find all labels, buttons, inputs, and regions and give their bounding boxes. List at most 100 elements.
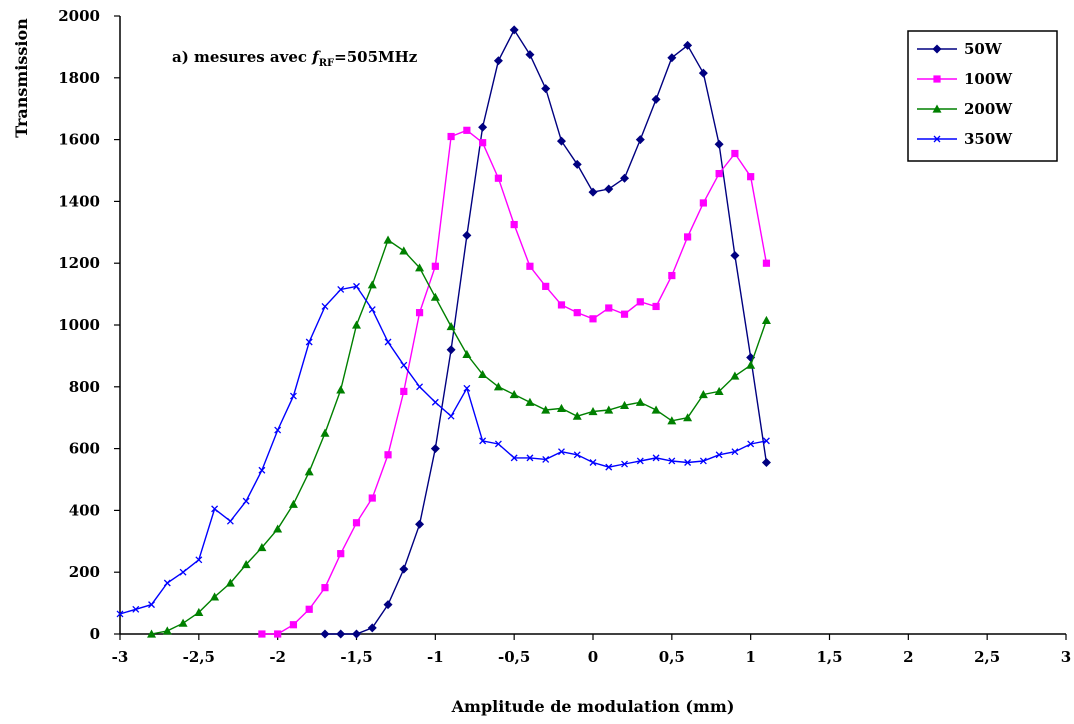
data-point <box>336 385 346 394</box>
y-tick-label: 1800 <box>58 69 100 87</box>
data-point <box>683 413 693 422</box>
data-point <box>194 607 204 616</box>
data-point <box>195 556 203 564</box>
data-point <box>479 139 487 147</box>
data-point <box>621 460 628 468</box>
data-point <box>258 466 266 474</box>
data-point <box>510 220 518 229</box>
data-point <box>932 44 942 54</box>
data-point <box>604 405 614 414</box>
x-tick-label: 0 <box>588 648 598 666</box>
data-point <box>572 411 582 420</box>
data-point <box>573 309 581 317</box>
series-350w <box>116 282 770 618</box>
data-point <box>684 459 692 466</box>
data-point <box>604 184 614 194</box>
data-point <box>446 322 456 331</box>
data-point <box>542 455 550 463</box>
data-point <box>163 579 171 587</box>
data-point <box>288 499 298 508</box>
data-point <box>588 407 598 416</box>
x-tick-label: 2,5 <box>974 648 1000 666</box>
data-point <box>493 56 503 66</box>
data-point <box>274 426 282 434</box>
data-point <box>479 437 487 445</box>
data-point <box>746 360 756 369</box>
data-point <box>242 497 250 505</box>
data-point <box>463 126 471 134</box>
series-line <box>325 28 768 635</box>
x-tick-label: 1,5 <box>816 648 842 666</box>
data-point <box>715 451 723 459</box>
data-point <box>462 349 472 358</box>
series-layer <box>116 25 771 639</box>
series-line <box>261 129 768 635</box>
y-tick-label: 0 <box>90 625 100 643</box>
legend-label: 350W <box>964 130 1013 148</box>
data-point <box>525 397 535 406</box>
data-point <box>289 621 298 629</box>
y-tick-label: 600 <box>69 440 100 458</box>
legend-label: 200W <box>964 100 1013 118</box>
y-tick-label: 1400 <box>58 192 100 210</box>
data-point <box>367 280 377 289</box>
data-point <box>415 263 425 272</box>
data-point <box>699 199 707 207</box>
data-point <box>336 629 346 639</box>
data-point <box>304 467 314 476</box>
data-point <box>558 448 565 456</box>
data-point <box>368 494 376 502</box>
x-axis-title: Amplitude de modulation (mm) <box>451 697 735 716</box>
y-tick-label: 400 <box>69 501 100 519</box>
data-point <box>635 135 645 145</box>
data-point <box>162 626 172 635</box>
data-point <box>415 309 424 317</box>
data-point <box>747 173 755 181</box>
data-point <box>933 135 941 143</box>
data-point <box>573 451 581 459</box>
data-point <box>446 345 456 355</box>
data-point <box>462 230 472 240</box>
data-point <box>636 298 644 306</box>
data-point <box>352 320 361 329</box>
x-tick-label: -2,5 <box>183 648 215 666</box>
data-point <box>320 629 330 639</box>
data-point <box>321 303 329 310</box>
x-tick-label: 2 <box>903 648 913 666</box>
data-point <box>762 259 771 267</box>
data-point <box>541 405 551 414</box>
data-point <box>605 304 613 312</box>
data-point <box>257 542 267 552</box>
data-point <box>635 397 645 406</box>
data-point <box>399 246 409 255</box>
x-tick-label: -2 <box>269 648 286 666</box>
data-point <box>431 262 439 270</box>
data-point <box>399 564 409 574</box>
data-point <box>383 235 393 244</box>
data-point <box>210 592 220 601</box>
y-axis: 0 200 400 600 800 1000 1200 1400 1600 1800 2000 <box>58 7 120 643</box>
data-point <box>352 629 361 639</box>
data-point <box>667 416 677 425</box>
data-point <box>509 25 519 35</box>
data-point <box>683 40 693 50</box>
x-tick-label: -3 <box>112 648 129 666</box>
data-point <box>494 440 502 448</box>
data-point <box>400 361 408 369</box>
legend-box <box>907 30 1058 162</box>
legend-label: 50W <box>964 40 1003 58</box>
data-point <box>116 610 124 618</box>
data-point <box>542 282 550 290</box>
data-point <box>556 403 566 413</box>
data-point <box>384 451 392 459</box>
x-tick-label: 0,5 <box>659 648 685 666</box>
data-point <box>715 169 723 178</box>
data-point <box>605 463 613 471</box>
series-line <box>151 238 768 635</box>
x-tick-label: -1 <box>427 648 444 666</box>
data-point <box>367 623 377 633</box>
data-point <box>526 262 534 270</box>
data-point <box>447 412 455 420</box>
data-point <box>731 448 739 456</box>
legend-label: 100W <box>964 70 1013 88</box>
